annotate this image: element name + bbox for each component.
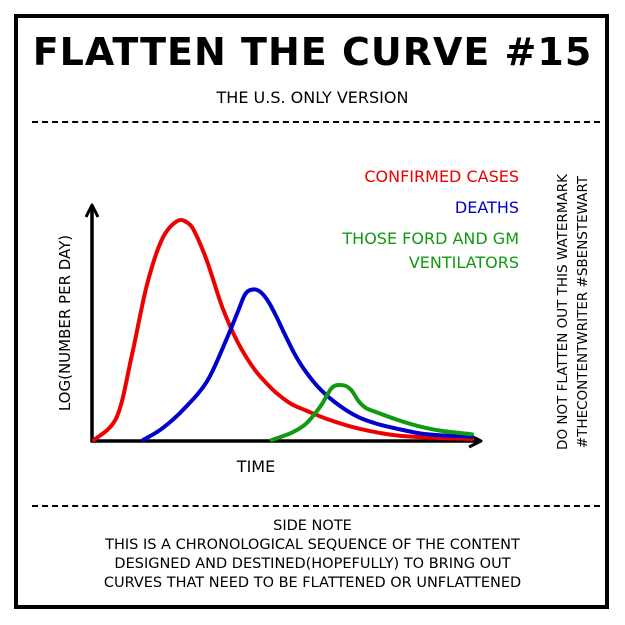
legend-entry-1: CONFIRMED CASES (364, 167, 519, 186)
legend-entry-3: VENTILATORS (409, 253, 519, 272)
y-axis-label: LOG(NUMBER PER DAY) (56, 235, 74, 411)
bottom-dashed-divider (32, 505, 600, 507)
legend-entry-3: THOSE FORD AND GM (341, 229, 519, 248)
side-note: SIDE NOTE THIS IS A CHRONOLOGICAL SEQUEN… (40, 517, 585, 593)
comic-frame (14, 14, 609, 609)
y-axis-arrowhead (84, 203, 100, 218)
page-subtitle: THE U.S. ONLY VERSION (216, 88, 409, 107)
legend: CONFIRMED CASES DEATHS THOSE FORD AND GM VE… (341, 167, 519, 272)
series-line-3 (269, 382, 474, 442)
series-line-2 (141, 287, 474, 442)
side-note-line: THIS IS A CHRONOLOGICAL SEQUENCE OF THE … (105, 537, 520, 553)
series-layer (92, 218, 474, 442)
y-axis (84, 203, 100, 443)
watermark-line: DO NOT FLATTEN OUT THIS WATERMARK (555, 174, 571, 450)
side-note-line: CURVES THAT NEED TO BE FLATTENED OR UNFL… (103, 575, 522, 591)
x-axis-label: TIME (236, 457, 275, 476)
legend-entry-2: DEATHS (455, 198, 519, 217)
side-note-heading: SIDE NOTE (273, 518, 352, 534)
top-dashed-divider (32, 121, 600, 123)
series-line-1 (92, 218, 474, 442)
watermark-line: #THECONTENTWRITER #SBENSTEWART (575, 175, 591, 449)
watermark: DO NOT FLATTEN OUT THIS WATERMARK #THECO… (553, 152, 593, 472)
page-title: FLATTEN THE CURVE #15 (32, 30, 593, 74)
side-note-line: DESIGNED AND DESTINED(HOPEFULLY) TO BRIN… (114, 556, 511, 572)
